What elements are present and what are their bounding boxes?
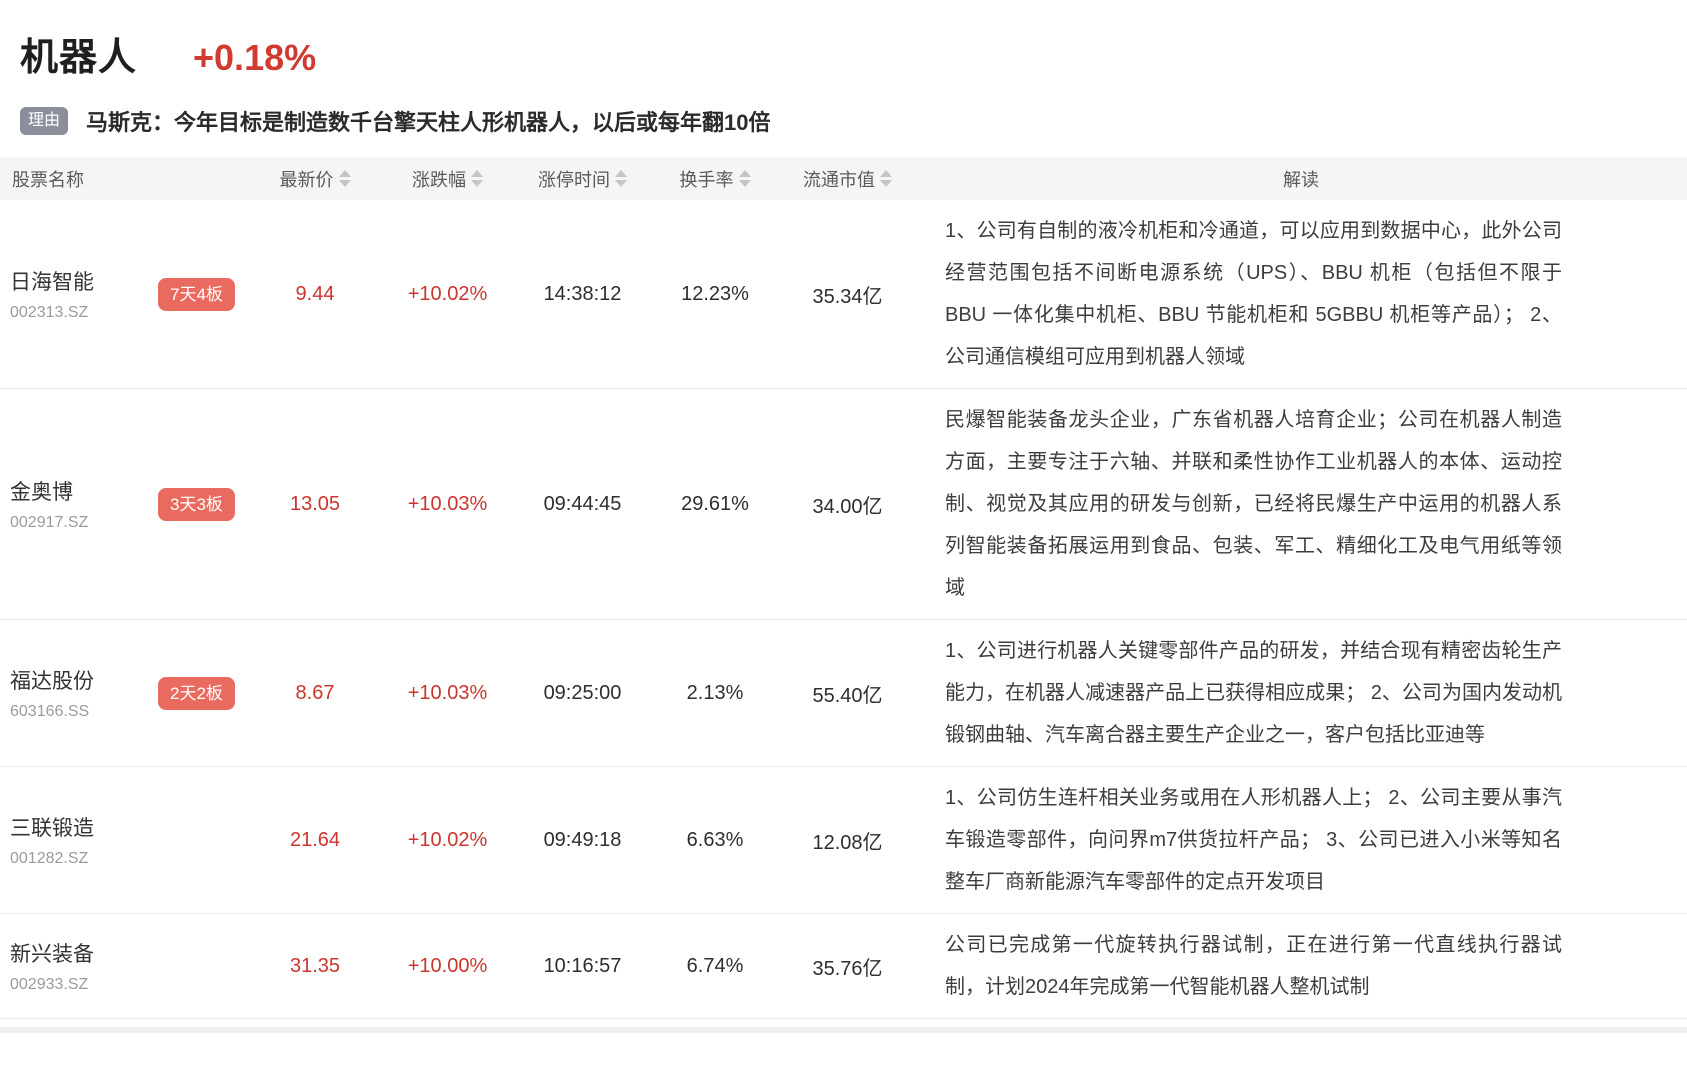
market-cap: 12.08亿 — [812, 831, 883, 854]
turnover-rate: 6.74% — [686, 954, 744, 977]
market-cap: 35.34亿 — [812, 285, 883, 308]
column-header-analysis: 解读 — [1283, 169, 1319, 190]
streak-badge: 2天2板 — [158, 676, 235, 710]
change-percent: +10.02% — [407, 828, 488, 851]
turnover-rate: 6.63% — [686, 828, 744, 851]
turnover-rate: 12.23% — [681, 282, 749, 305]
market-cap: 34.00亿 — [812, 495, 883, 518]
title-row: 机器人 +0.18% — [20, 26, 1667, 81]
stock-row[interactable]: 金奥博 002917.SZ 3天3板 13.05 +10.03% 09:44:4… — [0, 389, 1687, 620]
stock-name-cell[interactable]: 金奥博 002917.SZ — [0, 476, 150, 532]
table-header-row: 股票名称 最新价 涨跌幅 涨停时间 换手率 流通市值 解读 — [0, 157, 1687, 200]
streak-badge-cell: 2天2板 — [150, 676, 250, 710]
sort-icon — [880, 170, 892, 187]
analysis-text: 公司已完成第一代旋转执行器试制，正在进行第一代直线执行器试制，计划2024年完成… — [945, 934, 1562, 998]
sector-change-percent: +0.18% — [193, 37, 317, 78]
limit-up-time: 09:25:00 — [543, 681, 622, 704]
column-header-change-percent[interactable]: 涨跌幅 — [380, 166, 515, 192]
stock-code: 002917.SZ — [10, 514, 89, 531]
column-header-latest-price[interactable]: 最新价 — [250, 166, 380, 192]
stock-name-cell[interactable]: 三联锻造 001282.SZ — [0, 812, 150, 868]
sort-icon — [338, 170, 351, 187]
stock-name: 日海智能 — [10, 271, 94, 294]
stock-row[interactable]: 三联锻造 001282.SZ 21.64 +10.02% 09:49:18 6.… — [0, 767, 1687, 914]
stock-code: 001282.SZ — [10, 850, 89, 867]
stock-code: 603166.SS — [10, 703, 90, 720]
latest-price: 9.44 — [295, 282, 335, 305]
column-header-limit-up-time[interactable]: 涨停时间 — [515, 166, 650, 192]
stock-row[interactable]: 新兴装备 002933.SZ 31.35 +10.00% 10:16:57 6.… — [0, 914, 1687, 1019]
sort-icon — [615, 170, 627, 187]
change-percent: +10.03% — [407, 681, 488, 704]
reason-text: 马斯克：今年目标是制造数千台擎天柱人形机器人，以后或每年翻10倍 — [86, 110, 771, 135]
sort-icon — [738, 170, 751, 187]
stock-name-cell[interactable]: 福达股份 603166.SS — [0, 665, 150, 721]
sort-icon — [471, 170, 483, 187]
stock-code: 002933.SZ — [10, 976, 89, 993]
analysis-text: 1、公司有自制的液冷机柜和冷通道，可以应用到数据中心，此外公司经营范围包括不间断… — [945, 220, 1562, 368]
column-header-turnover-rate[interactable]: 换手率 — [650, 166, 780, 192]
analysis-text: 民爆智能装备龙头企业，广东省机器人培育企业；公司在机器人制造方面，主要专注于六轴… — [945, 409, 1562, 599]
change-percent: +10.00% — [407, 954, 488, 977]
reason-row: 理由 马斯克：今年目标是制造数千台擎天柱人形机器人，以后或每年翻10倍 — [20, 105, 1667, 137]
streak-badge-cell: 7天4板 — [150, 277, 250, 311]
turnover-rate: 29.61% — [681, 492, 749, 515]
latest-price: 21.64 — [289, 828, 341, 851]
sector-stocks-panel: 机器人 +0.18% 理由 马斯克：今年目标是制造数千台擎天柱人形机器人，以后或… — [0, 0, 1687, 1033]
stock-name-cell[interactable]: 日海智能 002313.SZ — [0, 266, 150, 322]
stock-name-cell[interactable]: 新兴装备 002933.SZ — [0, 938, 150, 994]
limit-up-time: 10:16:57 — [543, 954, 622, 977]
stock-name: 三联锻造 — [10, 817, 94, 840]
analysis-text: 1、公司进行机器人关键零部件产品的研发，并结合现有精密齿轮生产能力，在机器人减速… — [945, 640, 1562, 746]
market-cap: 35.76亿 — [812, 957, 883, 980]
section-header: 机器人 +0.18% 理由 马斯克：今年目标是制造数千台擎天柱人形机器人，以后或… — [0, 0, 1687, 157]
streak-badge: 3天3板 — [158, 487, 235, 521]
stock-name: 新兴装备 — [10, 943, 94, 966]
turnover-rate: 2.13% — [686, 681, 744, 704]
limit-up-time: 14:38:12 — [543, 282, 622, 305]
streak-badge: 7天4板 — [158, 277, 235, 311]
market-cap: 55.40亿 — [812, 684, 883, 707]
column-header-market-cap[interactable]: 流通市值 — [780, 166, 915, 192]
stock-name: 金奥博 — [10, 481, 73, 504]
column-header-stock-name: 股票名称 — [12, 169, 84, 190]
next-section-header-strip — [0, 1027, 1687, 1033]
limit-up-time: 09:44:45 — [543, 492, 622, 515]
stock-row[interactable]: 福达股份 603166.SS 2天2板 8.67 +10.03% 09:25:0… — [0, 620, 1687, 767]
change-percent: +10.02% — [407, 282, 488, 305]
latest-price: 8.67 — [295, 681, 335, 704]
stock-name: 福达股份 — [10, 670, 94, 693]
stock-row[interactable]: 日海智能 002313.SZ 7天4板 9.44 +10.02% 14:38:1… — [0, 200, 1687, 389]
reason-badge: 理由 — [20, 107, 69, 135]
analysis-text: 1、公司仿生连杆相关业务或用在人形机器人上； 2、公司主要从事汽车锻造零部件，向… — [945, 787, 1562, 893]
streak-badge-cell: 3天3板 — [150, 487, 250, 521]
stock-code: 002313.SZ — [10, 304, 89, 321]
sector-title: 机器人 — [20, 37, 138, 79]
latest-price: 13.05 — [289, 492, 341, 515]
limit-up-time: 09:49:18 — [543, 828, 622, 851]
latest-price: 31.35 — [289, 954, 341, 977]
change-percent: +10.03% — [407, 492, 488, 515]
